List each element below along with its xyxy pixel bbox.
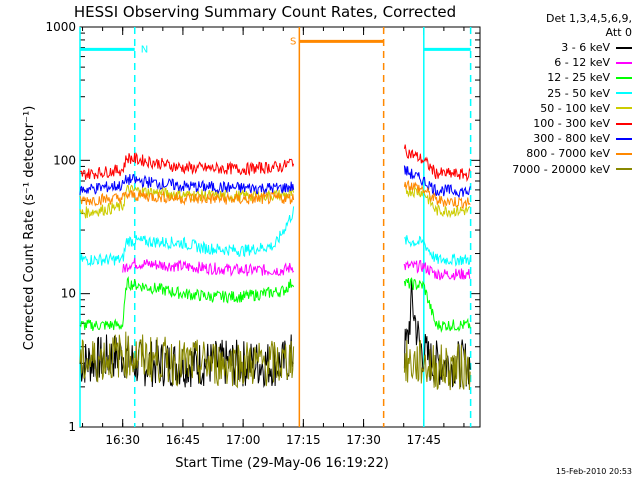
legend-entry-1: 6 - 12 keV: [478, 55, 632, 70]
chart-title: HESSI Observing Summary Count Rates, Cor…: [74, 3, 456, 21]
series-line-4: [79, 183, 471, 219]
legend-label-5: 100 - 300 keV: [533, 117, 610, 131]
legend-label-1: 6 - 12 keV: [554, 56, 610, 70]
y-tick-label-2: 100: [53, 153, 76, 167]
annotation-label-1: S: [290, 36, 296, 47]
annotation-label-0: N: [141, 44, 148, 55]
legend-label-3: 25 - 50 keV: [547, 86, 610, 100]
series-line-3: [79, 206, 471, 267]
series-line-6: [79, 165, 471, 199]
legend-header: Det 1,3,4,5,6,9,: [545, 12, 632, 25]
legend-attenuator: Att 0: [605, 26, 632, 39]
legend-swatch-1: [616, 61, 632, 64]
legend-swatch-8: [616, 168, 632, 171]
series-line-1: [122, 257, 471, 281]
y-tick-label-1: 10: [61, 287, 76, 301]
series-line-7: [79, 180, 471, 210]
legend-swatch-5: [616, 122, 632, 125]
y-tick-label-0: 1: [68, 420, 76, 434]
legend-swatch-7: [616, 152, 632, 155]
x-tick-label-1: 16:45: [166, 433, 201, 447]
legend-swatch-3: [616, 92, 632, 95]
x-axis-label: Start Time (29-May-06 16:19:22): [175, 456, 389, 471]
x-tick-label-4: 17:30: [346, 433, 381, 447]
x-tick-label-3: 17:15: [286, 433, 321, 447]
series-line-5: [79, 144, 471, 183]
legend-label-8: 7000 - 20000 keV: [512, 162, 610, 176]
legend-label-7: 800 - 7000 keV: [526, 147, 610, 161]
legend-entry-0: 3 - 6 keV: [478, 40, 632, 55]
x-tick-label-2: 17:00: [226, 433, 261, 447]
legend-entry-7: 800 - 7000 keV: [478, 146, 632, 161]
legend-entry-4: 50 - 100 keV: [478, 101, 632, 116]
legend-entry-6: 300 - 800 keV: [478, 131, 632, 146]
legend-entry-3: 25 - 50 keV: [478, 86, 632, 101]
series-line-2: [79, 275, 471, 333]
legend: Det 1,3,4,5,6,9, Att 0 3 - 6 keV 6 - 12 k…: [478, 12, 632, 177]
series-line-0: [79, 278, 471, 389]
series-line-8: [79, 331, 471, 391]
legend-swatch-0: [616, 46, 632, 49]
legend-entry-5: 100 - 300 keV: [478, 116, 632, 131]
legend-label-2: 12 - 25 keV: [547, 71, 610, 85]
legend-label-0: 3 - 6 keV: [561, 41, 610, 55]
footer-date: 15-Feb-2010 20:53: [555, 467, 632, 476]
legend-swatch-4: [616, 107, 632, 110]
legend-swatch-6: [616, 137, 632, 140]
legend-entry-2: 12 - 25 keV: [478, 70, 632, 85]
x-tick-label-0: 16:30: [105, 433, 140, 447]
x-tick-label-5: 17:45: [406, 433, 441, 447]
y-axis-label: Corrected Count Rate (s⁻¹ detector⁻¹): [22, 106, 37, 351]
legend-label-4: 50 - 100 keV: [540, 101, 610, 115]
y-tick-label-3: 1000: [45, 20, 76, 34]
legend-swatch-2: [616, 76, 632, 79]
legend-entry-8: 7000 - 20000 keV: [478, 162, 632, 177]
legend-label-6: 300 - 800 keV: [533, 132, 610, 146]
